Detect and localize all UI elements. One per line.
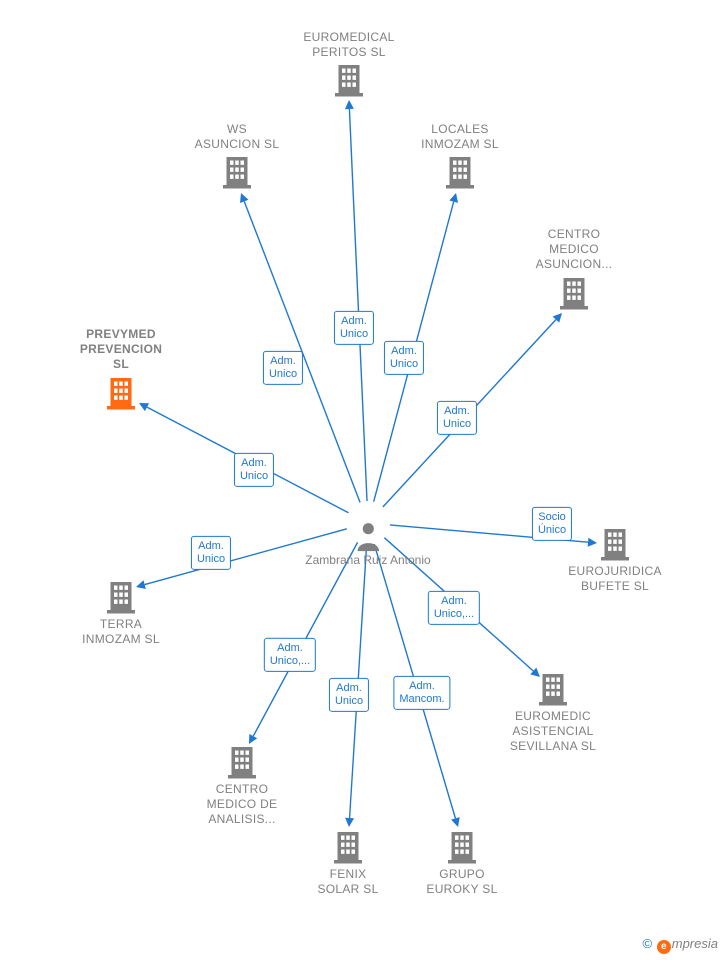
building-icon[interactable] bbox=[223, 153, 251, 189]
building-icon[interactable] bbox=[446, 153, 474, 189]
edge-label: Adm. Unico bbox=[329, 678, 369, 712]
brand-name: mpresia bbox=[672, 936, 718, 951]
edge-label: Adm. Unico bbox=[234, 453, 274, 487]
edge-arrowhead bbox=[345, 818, 354, 827]
edge-label: Socio Único bbox=[532, 507, 572, 541]
edge-label: Adm. Mancom. bbox=[393, 676, 450, 710]
edge-arrowhead bbox=[588, 538, 597, 547]
edge-arrowhead bbox=[345, 100, 354, 109]
node-label[interactable]: CENTRO MEDICO DE ANALISIS... bbox=[207, 782, 278, 827]
edge-label: Adm. Unico,... bbox=[428, 591, 480, 625]
node-label[interactable]: EUROJURIDICA BUFETE SL bbox=[568, 564, 662, 594]
building-icon[interactable] bbox=[334, 828, 362, 864]
edge-arrowhead bbox=[449, 193, 458, 203]
node-label[interactable]: EUROMEDIC ASISTENCIAL SEVILLANA SL bbox=[510, 709, 596, 754]
node-label[interactable]: LOCALES INMOZAM SL bbox=[421, 122, 499, 152]
edge-label: Adm. Unico bbox=[263, 351, 303, 385]
building-icon[interactable] bbox=[539, 670, 567, 706]
edge-arrowhead bbox=[136, 580, 146, 589]
building-icon[interactable] bbox=[107, 578, 135, 614]
credit: © empresia bbox=[643, 936, 718, 954]
node-label[interactable]: PREVYMED PREVENCION SL bbox=[80, 327, 162, 372]
edge-label: Adm. Unico bbox=[191, 536, 231, 570]
building-icon[interactable] bbox=[228, 743, 256, 779]
person-icon bbox=[355, 521, 381, 551]
building-icon[interactable] bbox=[448, 828, 476, 864]
node-label[interactable]: EUROMEDICAL PERITOS SL bbox=[303, 30, 394, 60]
building-icon[interactable] bbox=[560, 274, 588, 310]
node-label[interactable]: GRUPO EUROKY SL bbox=[426, 867, 497, 897]
edges-layer bbox=[0, 0, 728, 960]
edge-line bbox=[349, 109, 367, 501]
node-label[interactable]: CENTRO MEDICO ASUNCION... bbox=[536, 227, 613, 272]
building-icon[interactable] bbox=[107, 374, 135, 410]
node-label[interactable]: TERRA INMOZAM SL bbox=[82, 617, 160, 647]
edge-arrowhead bbox=[451, 817, 460, 827]
edge-label: Adm. Unico bbox=[334, 311, 374, 345]
building-icon[interactable] bbox=[335, 61, 363, 97]
node-label[interactable]: WS ASUNCION SL bbox=[195, 122, 280, 152]
edge-label: Adm. Unico bbox=[384, 341, 424, 375]
brand-logo-icon: e bbox=[657, 940, 671, 954]
edge-label: Adm. Unico bbox=[437, 401, 477, 435]
building-icon[interactable] bbox=[601, 525, 629, 561]
center-person: Zambrana Ruiz Antonio bbox=[305, 521, 430, 569]
center-person-label: Zambrana Ruiz Antonio bbox=[305, 553, 430, 569]
node-label[interactable]: FENIX SOLAR SL bbox=[317, 867, 378, 897]
edge-label: Adm. Unico,... bbox=[264, 638, 316, 672]
copyright-symbol: © bbox=[643, 936, 653, 951]
